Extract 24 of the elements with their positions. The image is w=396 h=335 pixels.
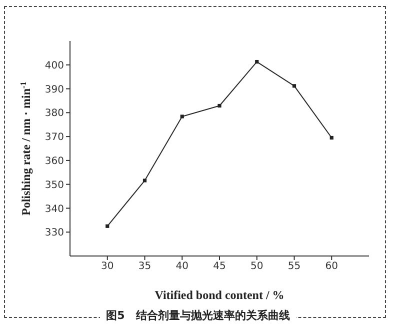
point [292,84,296,88]
y-tick-label: 330 [44,228,64,239]
point [218,104,222,108]
x-tick-label: 30 [101,261,114,272]
point [106,224,110,228]
text: 图5 结合剂量与抛光速率的关系曲线 [100,309,296,322]
x-tick-label: 50 [250,261,264,272]
x-axis-title: Vitified bond content / % [154,288,284,302]
y-tick-label: 350 [44,180,64,191]
y-tick-label: 340 [44,204,64,215]
point [142,178,147,182]
x-tick-label: 40 [176,261,188,272]
x-tick-label: 45 [213,261,226,272]
y-tick-label: 390 [44,84,64,96]
x-tick-label: 35 [138,261,152,272]
y-tick-label: 370 [44,132,64,144]
y-tick-label: 400 [44,60,64,72]
point [330,136,334,140]
y-tick-label: 360 [44,156,64,167]
y-tick-label: 380 [44,108,64,120]
point [180,114,184,118]
x-tick-label: 55 [288,261,301,272]
x-tick-label: 60 [325,261,338,272]
point [255,60,259,64]
